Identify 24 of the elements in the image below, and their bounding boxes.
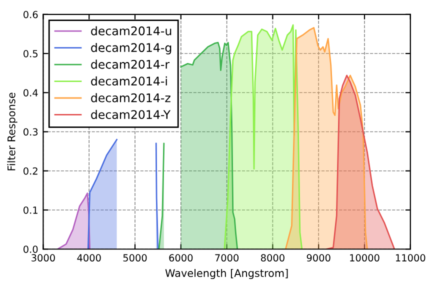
x-tick-label: 8000	[260, 254, 284, 262]
y-tick-label: 0.5	[24, 50, 38, 58]
y-tick-label: 0.4	[24, 89, 38, 96]
y-tick-label: 0.0	[24, 246, 38, 253]
y-tick-label: 0.6	[24, 10, 38, 18]
y-tick-label: 0.3	[24, 128, 38, 136]
y-tick-label: 0.2	[24, 167, 38, 175]
legend-label: decam2014-g	[91, 42, 172, 54]
x-tick-label: 4000	[77, 254, 101, 262]
x-tick-label: 5000	[123, 254, 147, 262]
y-tick-label: 0.1	[24, 206, 38, 214]
y-axis-title: Filter Response	[7, 92, 18, 170]
x-tick-label: 3000	[32, 254, 55, 262]
legend-label: decam2014-Y	[91, 110, 171, 120]
x-axis-title: Wavelength [Angstrom]	[165, 268, 288, 280]
x-tick-label: 9000	[306, 254, 330, 262]
legend-label: decam2014-r	[91, 60, 170, 69]
x-tick-label: 7000	[215, 254, 239, 262]
x-tick-label: 6000	[169, 254, 193, 262]
legend-label: decam2014-u	[91, 26, 172, 36]
x-tick-label: 10000	[350, 254, 380, 262]
legend-label: decam2014-z	[91, 93, 170, 102]
legend-label: decam2014-i	[91, 76, 167, 86]
x-tick-label: 11000	[396, 254, 426, 262]
